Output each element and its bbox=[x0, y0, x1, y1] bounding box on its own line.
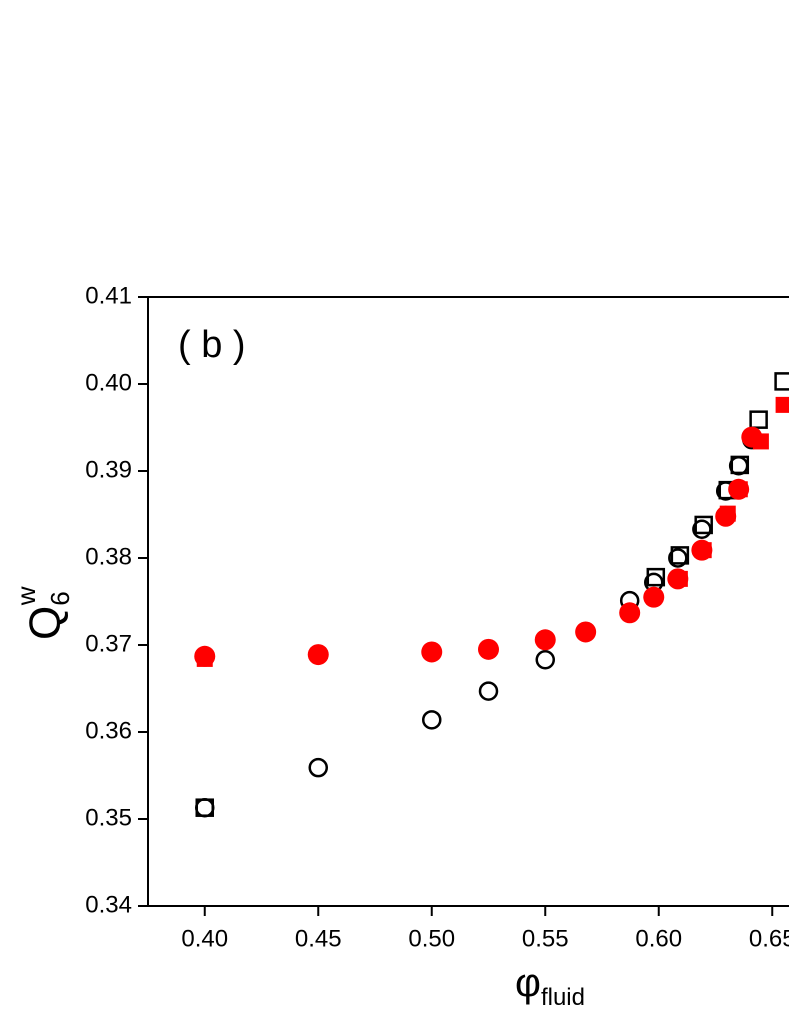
y-tick-label: 0.34 bbox=[85, 891, 132, 918]
x-label-sub: fluid bbox=[541, 984, 585, 1011]
y-label-sub: 6 bbox=[45, 591, 75, 605]
filled-circle-marker bbox=[307, 644, 329, 666]
filled-square-marker bbox=[775, 396, 789, 413]
x-tick-label: 0.45 bbox=[295, 925, 342, 952]
open-square-marker bbox=[749, 410, 768, 429]
y-tick-label: 0.38 bbox=[85, 543, 132, 570]
x-axis-label: φfluid bbox=[515, 961, 585, 1012]
filled-circle-marker bbox=[643, 586, 665, 608]
open-circle-marker bbox=[692, 519, 712, 540]
y-axis-label: Q6w bbox=[11, 586, 75, 640]
y-axis-label-text: Q6w bbox=[11, 586, 75, 640]
x-tick-label: 0.40 bbox=[181, 925, 228, 952]
x-tick-label: 0.65 bbox=[749, 925, 789, 952]
open-square-marker bbox=[774, 372, 789, 391]
filled-circle-marker bbox=[715, 505, 737, 527]
y-label-base: Q bbox=[21, 606, 70, 640]
y-tick-label: 0.40 bbox=[85, 369, 132, 396]
panel-label: ( b ) bbox=[178, 324, 246, 366]
filled-circle-marker bbox=[691, 539, 713, 561]
open-circle-marker bbox=[728, 456, 749, 476]
y-tick-label: 0.41 bbox=[85, 282, 132, 309]
filled-circle-marker bbox=[575, 621, 597, 643]
filled-circle-marker bbox=[421, 641, 443, 663]
open-circle-marker bbox=[195, 797, 215, 818]
filled-circle-marker bbox=[728, 478, 750, 500]
open-circle-marker bbox=[478, 681, 499, 701]
x-tick-label: 0.55 bbox=[522, 925, 569, 952]
filled-circle-marker bbox=[194, 645, 216, 667]
x-tick-label: 0.50 bbox=[408, 925, 455, 952]
y-label-sup: w bbox=[11, 586, 41, 606]
filled-circle-marker bbox=[667, 568, 689, 590]
open-circle-marker bbox=[308, 757, 328, 778]
open-circle-marker bbox=[422, 710, 442, 730]
x-label-base: φ bbox=[515, 961, 541, 1005]
filled-circle-marker bbox=[478, 638, 499, 660]
y-tick-label: 0.39 bbox=[85, 456, 132, 483]
y-tick-label: 0.36 bbox=[85, 717, 132, 744]
y-tick-label: 0.37 bbox=[85, 630, 132, 657]
x-tick-label: 0.60 bbox=[635, 925, 682, 952]
filled-circle-marker bbox=[534, 629, 556, 651]
open-circle-marker bbox=[668, 548, 688, 568]
filled-circle-marker bbox=[619, 602, 641, 624]
filled-circle-marker bbox=[741, 426, 763, 448]
open-square-marker bbox=[670, 546, 690, 565]
y-tick-label: 0.35 bbox=[85, 804, 132, 831]
open-circle-marker bbox=[535, 650, 555, 670]
